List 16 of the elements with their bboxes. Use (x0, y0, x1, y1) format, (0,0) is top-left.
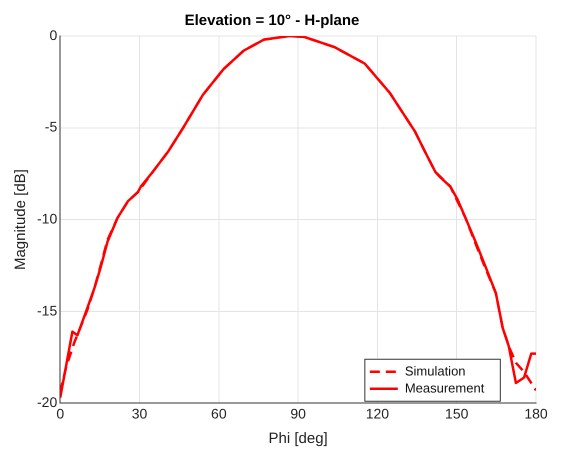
x-axis-title: Phi [deg] (268, 430, 328, 448)
chart-title: Elevation = 10° - H-plane (184, 12, 360, 30)
y-tick-label: -15 (37, 302, 58, 318)
legend-label: Simulation (404, 363, 466, 378)
legend-label: Measurement (404, 380, 485, 396)
x-tick-label: 120 (366, 405, 390, 422)
y-tick-label: -20 (37, 394, 58, 410)
x-tick-label: 150 (445, 405, 469, 422)
x-tick-label: 90 (290, 405, 306, 422)
x-tick-label: 30 (132, 405, 148, 422)
y-tick-label: -5 (44, 118, 58, 135)
y-tick-label: -10 (37, 210, 58, 226)
x-tick-label: 60 (211, 405, 227, 422)
y-axis-title: Magnitude [dB] (12, 169, 30, 270)
y-tick-label: 0 (49, 26, 58, 43)
x-tick-label: 180 (524, 405, 548, 422)
